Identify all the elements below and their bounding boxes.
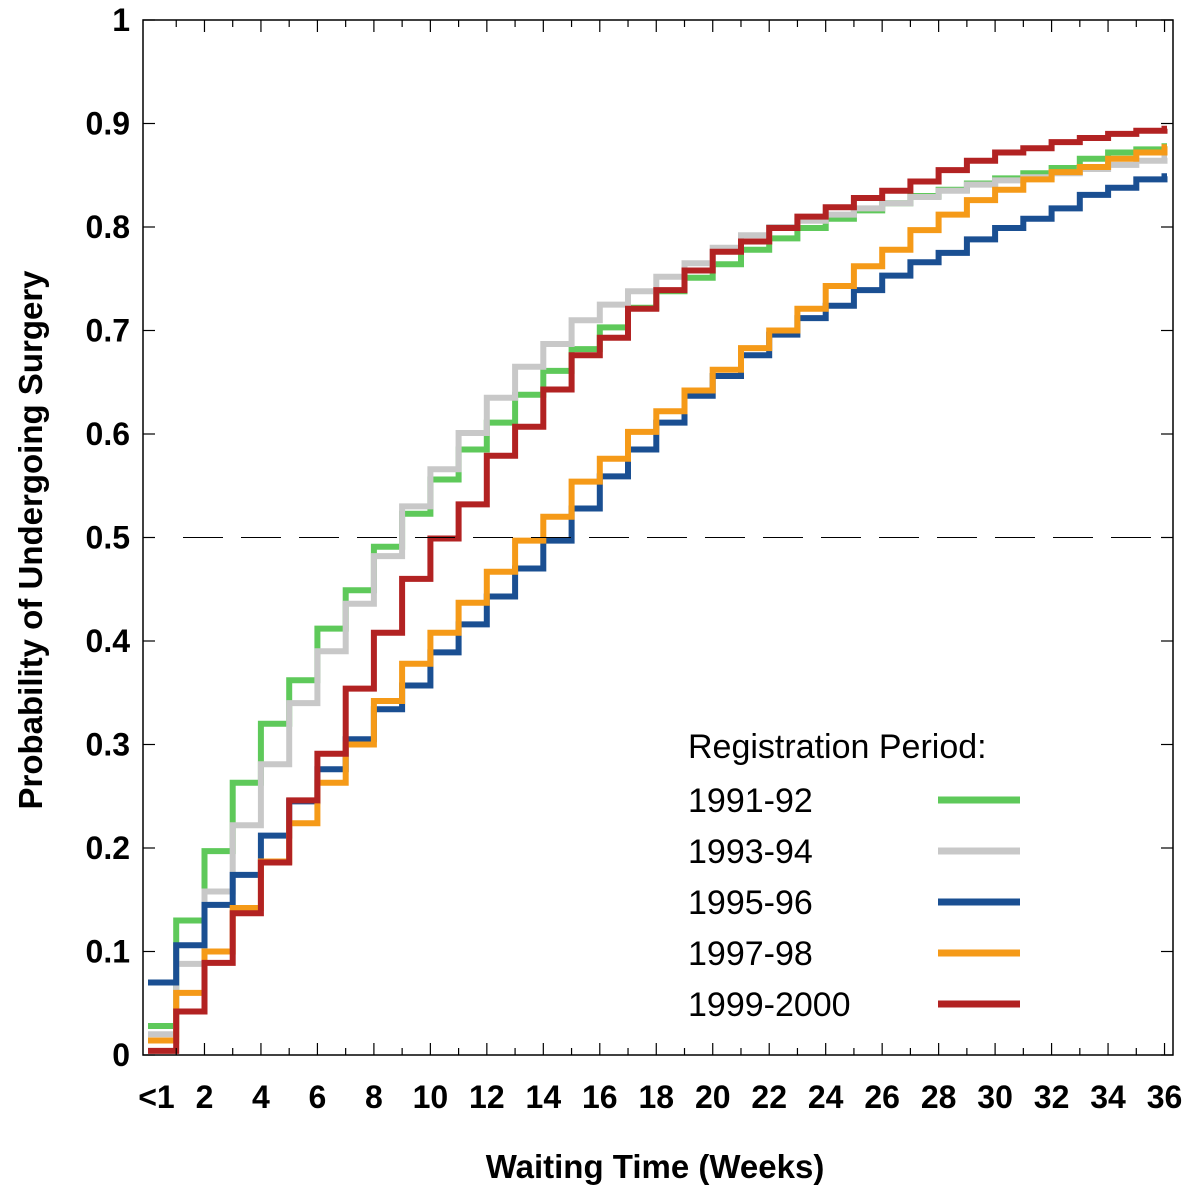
legend-label-1993-94: 1993-94 — [688, 833, 813, 871]
legend: Registration Period: 1991-92 1993-94 1995-… — [688, 728, 1020, 1024]
x-axis-title: Waiting Time (Weeks) — [486, 1148, 825, 1185]
y-tick-label: 0.2 — [86, 830, 130, 866]
y-axis-title: Probability of Undergoing Surgery — [12, 270, 49, 810]
y-tick-labels: 0 0.1 0.2 0.3 0.4 0.5 0.6 0.7 0.8 0.9 1 — [86, 2, 131, 1073]
series-line-1999-2000 — [148, 125, 1168, 1054]
x-tick-label: 2 — [196, 1079, 214, 1115]
x-tick-label: 12 — [469, 1079, 505, 1115]
y-tick-label: 0.1 — [86, 934, 130, 970]
series-line-1997-98 — [148, 144, 1168, 1044]
x-tick-label: 18 — [638, 1079, 674, 1115]
x-tick-label: 36 — [1147, 1079, 1183, 1115]
legend-label-1995-96: 1995-96 — [688, 884, 813, 922]
y-tick-label: 0.7 — [86, 313, 130, 349]
x-tick-label: 24 — [808, 1079, 844, 1115]
x-tick-label: 10 — [413, 1079, 449, 1115]
x-tick-label: 32 — [1034, 1079, 1070, 1115]
legend-label-1999-2000: 1999-2000 — [688, 986, 851, 1024]
y-tick-label: 1 — [112, 2, 130, 38]
x-tick-label: 6 — [309, 1079, 327, 1115]
x-tick-label: 16 — [582, 1079, 618, 1115]
series-line-1995-96 — [148, 173, 1168, 986]
x-tick-label: 26 — [864, 1079, 900, 1115]
y-tick-label: 0.4 — [86, 623, 131, 659]
legend-title: Registration Period: — [688, 728, 987, 766]
y-tick-label: 0.9 — [86, 106, 130, 142]
series-layer — [148, 125, 1168, 1054]
x-tick-label: <1 — [138, 1079, 174, 1115]
legend-label-1991-92: 1991-92 — [688, 782, 813, 820]
x-tick-label: 34 — [1090, 1079, 1126, 1115]
x-tick-label: 8 — [365, 1079, 383, 1115]
x-tick-label: 14 — [526, 1079, 562, 1115]
series-line-1993-94 — [148, 154, 1168, 1038]
x-tick-label: 20 — [695, 1079, 731, 1115]
x-tick-label: 4 — [252, 1079, 270, 1115]
x-tick-label: 22 — [751, 1079, 787, 1115]
y-tick-label: 0 — [112, 1037, 130, 1073]
x-tick-label: 28 — [921, 1079, 957, 1115]
legend-label-1997-98: 1997-98 — [688, 935, 813, 973]
x-tick-label: 30 — [977, 1079, 1013, 1115]
y-tick-label: 0.5 — [86, 520, 130, 556]
y-tick-label: 0.6 — [86, 416, 130, 452]
y-tick-label: 0.3 — [86, 727, 130, 763]
y-tick-label: 0.8 — [86, 209, 130, 245]
tick-marks — [143, 19, 1173, 1056]
x-tick-labels: <1 2 4 6 8 10 12 14 16 18 20 22 24 26 28 30 32 34 36 — [138, 1079, 1182, 1115]
